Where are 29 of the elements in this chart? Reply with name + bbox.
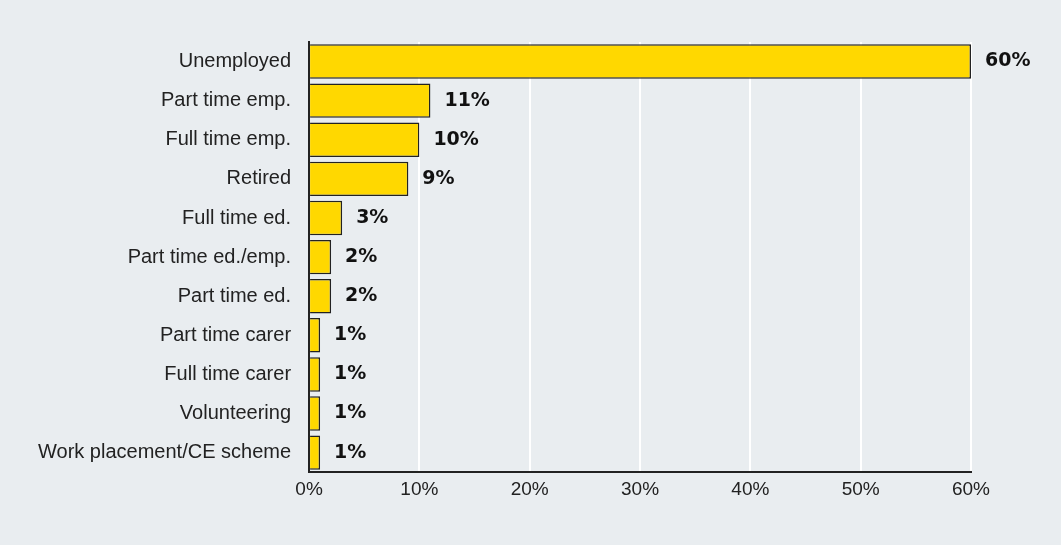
data-label: 60%: [985, 48, 1031, 71]
y-tick-label: Work placement/CE scheme: [37, 440, 292, 463]
x-tick-label: 20%: [510, 477, 549, 499]
y-tick-label: Part time ed./emp.: [127, 244, 292, 267]
data-label: 1%: [334, 322, 367, 345]
data-label: 1%: [334, 439, 367, 462]
y-tick-label: Unemployed: [178, 49, 292, 72]
data-label: 2%: [345, 244, 378, 267]
x-tick-label: 30%: [621, 477, 660, 499]
y-tick-label: Full time emp.: [165, 127, 292, 150]
data-label: 2%: [345, 283, 378, 306]
x-tick-label: 60%: [951, 477, 991, 499]
y-tick-label: Part time carer: [159, 322, 292, 345]
y-tick-label: Part time ed.: [177, 283, 292, 306]
data-label: 3%: [356, 204, 389, 227]
x-tick-label: 10%: [400, 477, 439, 499]
data-label: 10%: [433, 126, 479, 149]
data-label: 1%: [334, 400, 367, 423]
data-label: 11%: [444, 87, 490, 110]
y-tick-label: Full time ed.: [182, 205, 292, 228]
y-tick-label: Volunteering: [179, 401, 292, 424]
data-label: 1%: [334, 361, 367, 384]
y-tick-label: Full time carer: [164, 361, 292, 384]
data-label: 9%: [422, 165, 455, 188]
y-tick-label: Part time emp.: [161, 88, 292, 111]
x-tick-label: 50%: [841, 477, 880, 499]
x-tick-label: 40%: [731, 477, 770, 499]
x-tick-label: 0%: [295, 477, 323, 499]
y-tick-label: Retired: [226, 166, 292, 189]
